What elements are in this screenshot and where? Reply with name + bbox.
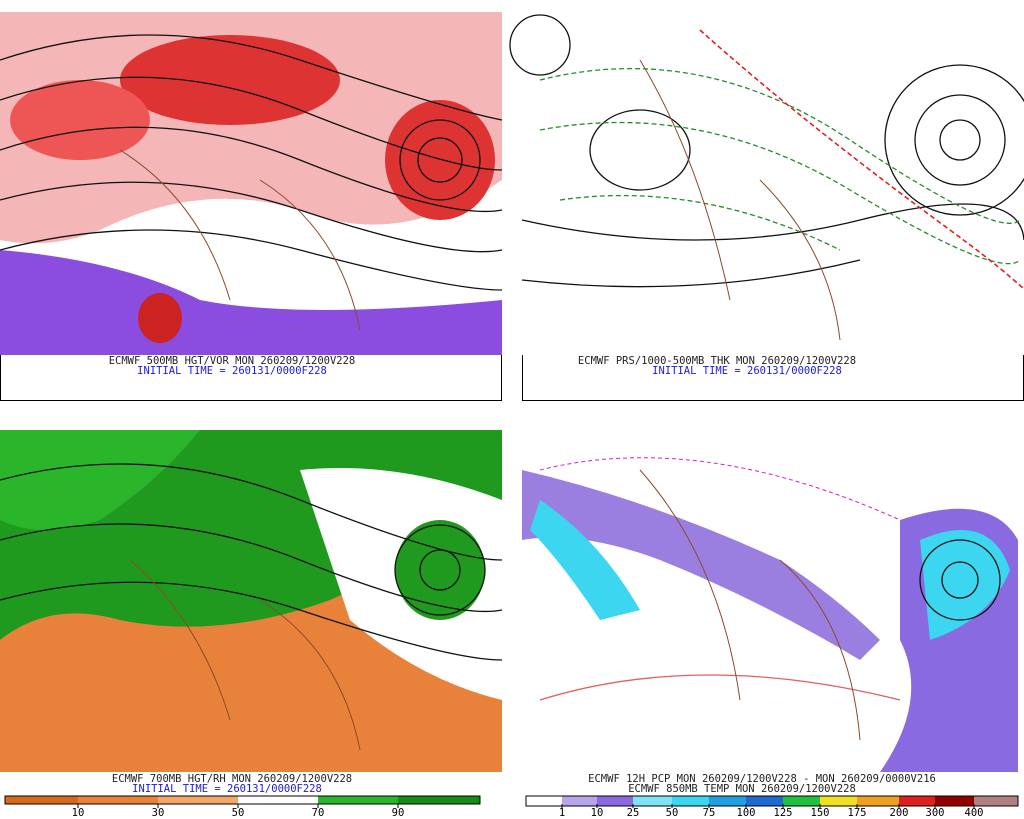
colorbar-label: 70 (312, 807, 325, 819)
colorbar-label: 125 (774, 807, 793, 819)
colorbar-label: 50 (232, 807, 245, 819)
colorbar-label: 400 (965, 807, 984, 819)
caption: ECMWF 850MB TEMP MON 260209/1200V228 (628, 783, 856, 795)
colorbar-label: 200 (890, 807, 909, 819)
colorbar-label: 75 (703, 807, 716, 819)
map-700mb-rh (0, 430, 503, 772)
caption: ECMWF 12H PCP MON 260209/1200V228 - MON … (588, 773, 936, 785)
map-500mb (0, 12, 503, 355)
colorbar-label: 1 (559, 807, 565, 819)
caption: ECMWF PRS/1000-500MB THK MON 260209/1200… (578, 355, 856, 367)
colorbar-label: 100 (737, 807, 756, 819)
caption: ECMWF 700MB HGT/RH MON 260209/1200V228 (112, 773, 352, 785)
caption: ECMWF 500MB HGT/VOR MON 260209/1200V228 (109, 355, 356, 367)
map-precip-850temp (522, 430, 1018, 772)
colorbar-rh (4, 795, 481, 805)
colorbar-label: 25 (627, 807, 640, 819)
colorbar-label: 30 (152, 807, 165, 819)
colorbar-precip (525, 795, 1019, 807)
caption: INITIAL TIME = 260131/0000F228 (137, 365, 327, 377)
caption: INITIAL TIME = 260131/0000F228 (652, 365, 842, 377)
map-pressure-thickness (509, 12, 1024, 355)
colorbar-label: 50 (666, 807, 679, 819)
colorbar-label: 10 (591, 807, 604, 819)
colorbar-label: 10 (72, 807, 85, 819)
colorbar-label: 90 (392, 807, 405, 819)
colorbar-label: 300 (926, 807, 945, 819)
colorbar-label: 150 (811, 807, 830, 819)
colorbar-label: 175 (848, 807, 867, 819)
caption: INITIAL TIME = 260131/0000F228 (132, 783, 322, 795)
